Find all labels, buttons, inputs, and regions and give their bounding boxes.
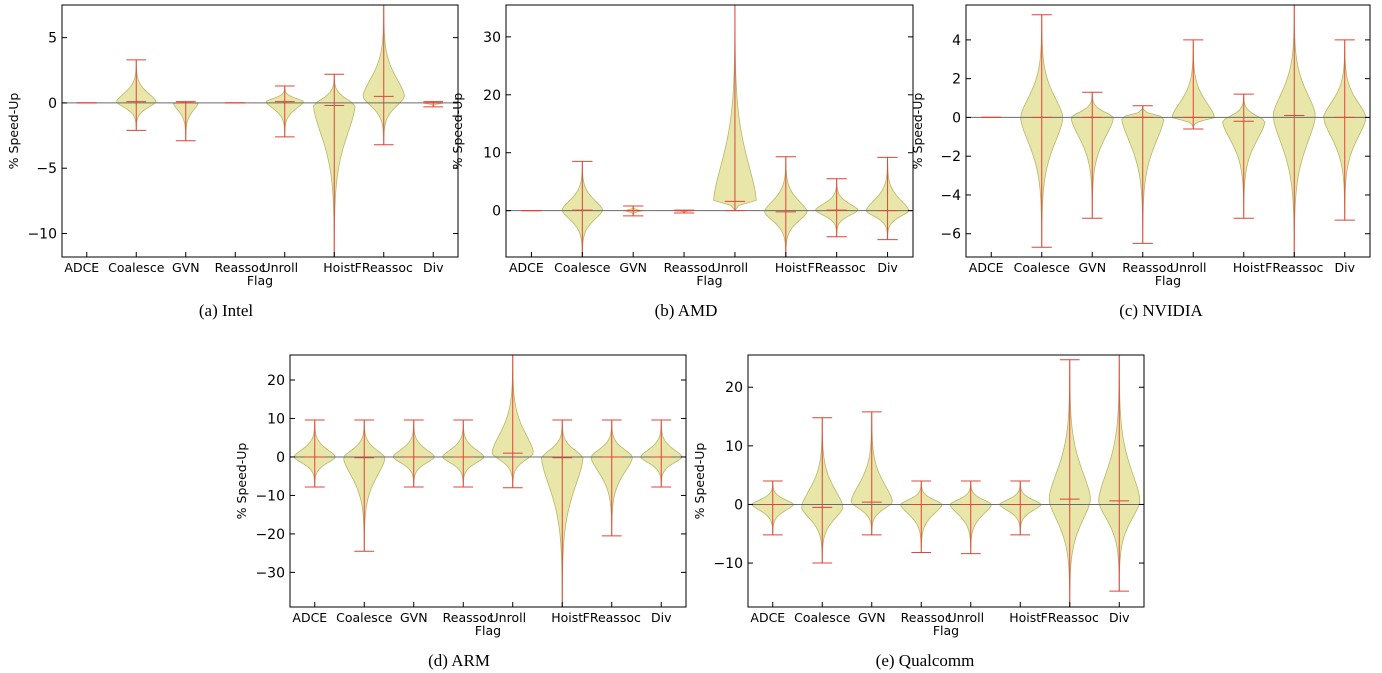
y-tick-label: 4 (952, 33, 961, 49)
y-tick-label: 30 (483, 30, 501, 46)
plot-area (748, 355, 1144, 607)
x-axis-label: Flag (1155, 273, 1181, 288)
y-axis-label: % Speed-Up (910, 93, 925, 170)
y-tick-label: 2 (952, 72, 961, 88)
y-tick-label: −6 (940, 227, 961, 243)
y-axis-label: % Speed-Up (6, 93, 21, 170)
y-tick-label: −2 (940, 149, 961, 165)
x-axis-label: Flag (933, 623, 959, 638)
x-tick-label: Hoist (551, 610, 583, 625)
x-tick-label: Reassoc (1122, 260, 1173, 275)
caption-arm: (d) ARM (428, 651, 490, 670)
x-tick-label: Div (651, 610, 672, 625)
y-tick-label: −5 (36, 161, 57, 177)
x-tick-label: Reassoc (901, 610, 952, 625)
y-axis-label: % Speed-Up (692, 443, 707, 520)
x-tick-label: FReassoc (808, 260, 866, 275)
x-tick-label: Reassoc (443, 610, 494, 625)
y-tick-label: 10 (725, 439, 743, 455)
x-tick-label: ADCE (969, 260, 1004, 275)
x-tick-label: Hoist (1233, 260, 1265, 275)
x-tick-label: Unroll (490, 610, 527, 625)
y-tick-label: 0 (276, 450, 285, 466)
x-tick-label: Coalesce (794, 610, 851, 625)
x-tick-label: FReassoc (583, 610, 641, 625)
x-tick-label: GVN (619, 260, 647, 275)
x-tick-label: ADCE (509, 260, 544, 275)
y-tick-label: 20 (483, 88, 501, 104)
x-tick-label: Coalesce (336, 610, 393, 625)
x-tick-label: Div (1109, 610, 1130, 625)
x-tick-label: Div (877, 260, 898, 275)
x-tick-label: Unroll (1170, 260, 1207, 275)
y-tick-label: −30 (255, 565, 285, 581)
y-tick-label: 20 (267, 373, 285, 389)
x-tick-label: ADCE (64, 260, 99, 275)
x-tick-label: ADCE (750, 610, 785, 625)
x-tick-label: Unroll (948, 610, 985, 625)
plot-area (290, 355, 686, 607)
y-tick-label: −20 (255, 527, 285, 543)
x-tick-label: GVN (400, 610, 428, 625)
x-axis-label: Flag (247, 273, 273, 288)
plot-area (506, 5, 913, 257)
panel-arm: −30 −20 −10 0 10 20 ADCE Coalesce GVN ReassocUnro… (234, 354, 687, 638)
x-tick-label: Hoist (775, 260, 807, 275)
x-tick-label: FReassoc (1041, 610, 1099, 625)
x-tick-label: Hoist (323, 260, 355, 275)
y-tick-label: 10 (267, 411, 285, 427)
x-tick-label: FReassoc (1265, 260, 1323, 275)
y-tick-label: 0 (734, 497, 743, 513)
x-tick-label: Coalesce (1014, 260, 1071, 275)
x-tick-label: Coalesce (554, 260, 611, 275)
plot-area (966, 5, 1370, 257)
y-tick-label: −10 (27, 226, 57, 242)
x-tick-label: FReassoc (355, 260, 413, 275)
y-tick-label: 20 (725, 380, 743, 396)
caption-amd: (b) AMD (655, 301, 718, 320)
x-tick-label: Coalesce (108, 260, 165, 275)
y-axis-label: % Speed-Up (234, 443, 249, 520)
x-tick-label: Div (1335, 260, 1356, 275)
x-tick-label: Unroll (712, 260, 749, 275)
x-tick-label: GVN (858, 610, 886, 625)
x-tick-label: Reassoc (664, 260, 715, 275)
plot-frame (289, 354, 687, 608)
plot-frame (61, 4, 459, 258)
y-tick-label: −4 (940, 188, 961, 204)
x-tick-label: Div (423, 260, 444, 275)
caption-nvidia: (c) NVIDIA (1119, 301, 1203, 320)
y-axis-label: % Speed-Up (450, 93, 465, 170)
y-tick-label: 0 (492, 204, 501, 220)
x-tick-label: Reassoc (215, 260, 266, 275)
y-tick-label: 0 (952, 110, 961, 126)
x-tick-label: Hoist (1009, 610, 1041, 625)
x-tick-label: GVN (172, 260, 200, 275)
x-tick-label: GVN (1078, 260, 1106, 275)
plot-frame (965, 4, 1371, 258)
x-tick-label: Unroll (262, 260, 299, 275)
x-tick-label: ADCE (292, 610, 327, 625)
y-tick-label: 5 (48, 31, 57, 47)
caption-intel: (a) Intel (199, 301, 254, 320)
plot-area (62, 5, 458, 257)
y-tick-label: 10 (483, 146, 501, 162)
x-axis-label: Flag (475, 623, 501, 638)
y-tick-label: 0 (48, 96, 57, 112)
x-axis-label: Flag (696, 273, 722, 288)
y-tick-label: −10 (255, 488, 285, 504)
caption-qualcomm: (e) Qualcomm (876, 651, 975, 670)
plot-frame (505, 4, 914, 258)
y-tick-label: −10 (713, 556, 743, 572)
plot-frame (747, 354, 1145, 608)
